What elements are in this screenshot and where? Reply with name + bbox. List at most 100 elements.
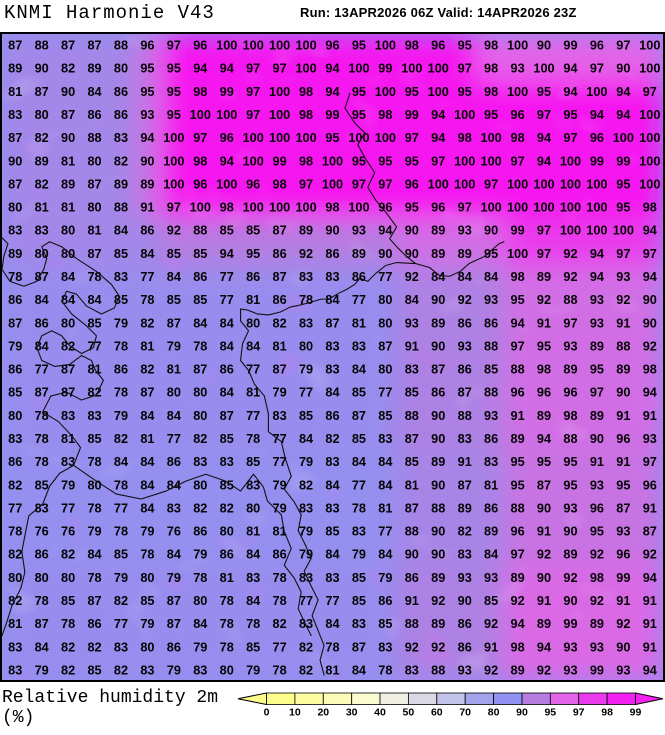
svg-text:82: 82	[8, 594, 22, 608]
svg-text:92: 92	[563, 571, 577, 585]
svg-text:78: 78	[61, 617, 75, 631]
svg-text:91: 91	[616, 594, 630, 608]
svg-text:77: 77	[220, 270, 234, 284]
svg-text:80: 80	[246, 316, 260, 330]
svg-text:77: 77	[167, 432, 181, 446]
svg-text:84: 84	[352, 455, 366, 469]
svg-text:80: 80	[246, 501, 260, 515]
svg-text:94: 94	[563, 62, 577, 76]
svg-text:85: 85	[378, 409, 392, 423]
svg-text:97: 97	[167, 39, 181, 53]
svg-text:83: 83	[299, 617, 313, 631]
svg-text:86: 86	[87, 108, 101, 122]
svg-text:100: 100	[401, 62, 422, 76]
svg-text:83: 83	[8, 224, 22, 238]
svg-text:79: 79	[114, 409, 128, 423]
svg-text:89: 89	[511, 432, 525, 446]
svg-text:94: 94	[537, 640, 551, 654]
svg-text:85: 85	[352, 571, 366, 585]
svg-text:94: 94	[643, 224, 657, 238]
svg-text:82: 82	[325, 432, 339, 446]
svg-text:97: 97	[405, 131, 419, 145]
svg-text:100: 100	[533, 62, 554, 76]
svg-text:86: 86	[8, 363, 22, 377]
svg-text:89: 89	[616, 363, 630, 377]
svg-text:95: 95	[537, 455, 551, 469]
svg-text:20: 20	[317, 707, 329, 719]
svg-text:83: 83	[325, 270, 339, 284]
svg-text:89: 89	[458, 247, 472, 261]
svg-text:81: 81	[167, 363, 181, 377]
svg-text:97: 97	[537, 247, 551, 261]
svg-text:83: 83	[114, 270, 128, 284]
svg-text:87: 87	[61, 39, 75, 53]
svg-text:78: 78	[114, 386, 128, 400]
svg-text:82: 82	[140, 363, 154, 377]
svg-text:85: 85	[8, 386, 22, 400]
svg-text:85: 85	[114, 548, 128, 562]
svg-text:100: 100	[613, 131, 634, 145]
svg-text:82: 82	[273, 316, 287, 330]
svg-text:84: 84	[484, 270, 498, 284]
svg-text:83: 83	[61, 409, 75, 423]
svg-text:78: 78	[87, 501, 101, 515]
svg-text:99: 99	[590, 154, 604, 168]
svg-text:97: 97	[643, 247, 657, 261]
svg-text:84: 84	[378, 548, 392, 562]
svg-text:80: 80	[193, 594, 207, 608]
svg-text:91: 91	[484, 640, 498, 654]
svg-text:96: 96	[220, 131, 234, 145]
svg-text:100: 100	[639, 39, 660, 53]
svg-text:87: 87	[220, 409, 234, 423]
svg-text:85: 85	[61, 594, 75, 608]
svg-text:91: 91	[140, 201, 154, 215]
svg-text:86: 86	[458, 617, 472, 631]
svg-text:97: 97	[167, 201, 181, 215]
svg-text:80: 80	[87, 154, 101, 168]
svg-text:97: 97	[484, 177, 498, 191]
svg-text:60: 60	[431, 707, 443, 719]
svg-text:85: 85	[352, 432, 366, 446]
svg-text:77: 77	[273, 432, 287, 446]
svg-text:90: 90	[431, 339, 445, 353]
svg-text:99: 99	[378, 62, 392, 76]
svg-text:88: 88	[511, 363, 525, 377]
svg-text:94: 94	[616, 85, 630, 99]
svg-text:100: 100	[533, 201, 554, 215]
svg-text:100: 100	[454, 108, 475, 122]
svg-text:90: 90	[61, 85, 75, 99]
svg-text:84: 84	[431, 270, 445, 284]
svg-text:78: 78	[246, 617, 260, 631]
svg-text:91: 91	[405, 339, 419, 353]
svg-text:82: 82	[35, 177, 49, 191]
svg-text:85: 85	[325, 525, 339, 539]
svg-text:85: 85	[35, 478, 49, 492]
svg-text:83: 83	[352, 339, 366, 353]
svg-text:82: 82	[299, 478, 313, 492]
svg-text:100: 100	[295, 201, 316, 215]
svg-text:78: 78	[140, 548, 154, 562]
svg-text:99: 99	[563, 617, 577, 631]
svg-text:87: 87	[87, 39, 101, 53]
svg-text:89: 89	[431, 247, 445, 261]
svg-text:84: 84	[325, 548, 339, 562]
svg-text:81: 81	[140, 432, 154, 446]
svg-text:80: 80	[87, 201, 101, 215]
svg-text:96: 96	[537, 386, 551, 400]
svg-text:97: 97	[378, 177, 392, 191]
svg-text:93: 93	[590, 640, 604, 654]
svg-text:94: 94	[537, 131, 551, 145]
svg-text:83: 83	[325, 363, 339, 377]
svg-text:87: 87	[140, 386, 154, 400]
svg-text:81: 81	[8, 617, 22, 631]
svg-text:78: 78	[273, 663, 287, 677]
svg-text:97: 97	[246, 62, 260, 76]
svg-text:97: 97	[573, 707, 585, 719]
svg-text:90: 90	[537, 571, 551, 585]
svg-text:91: 91	[405, 594, 419, 608]
svg-text:95: 95	[140, 62, 154, 76]
svg-text:91: 91	[643, 594, 657, 608]
svg-text:84: 84	[140, 247, 154, 261]
svg-text:79: 79	[352, 548, 366, 562]
svg-text:89: 89	[590, 409, 604, 423]
